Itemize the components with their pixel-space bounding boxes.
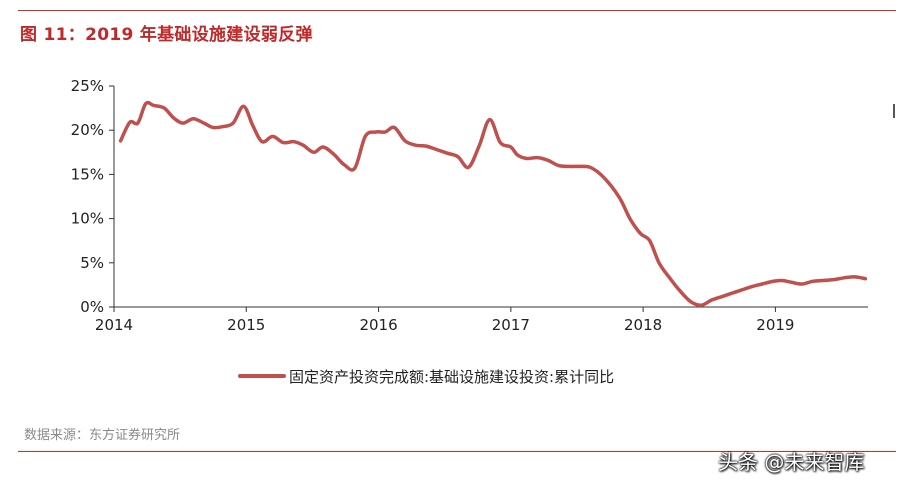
series-line [118, 100, 868, 307]
y-tick-label: 15% [71, 165, 104, 183]
edge-mark [893, 104, 895, 118]
y-tick-label: 0% [80, 298, 104, 316]
y-tick-label: 25% [71, 77, 104, 95]
legend-label: 固定资产投资完成额:基础设施建设投资:累计同比 [289, 368, 614, 386]
y-tick-label: 10% [71, 210, 104, 228]
watermark: 头条 @未来智库 [718, 450, 865, 474]
y-tick-label: 5% [80, 254, 104, 272]
source-note: 数据来源：东方证券研究所 [24, 428, 181, 443]
x-tick-label: 2017 [492, 316, 530, 334]
series-layer [118, 100, 868, 307]
figure-title: 图 11：2019 年基础设施建设弱反弹 [20, 25, 313, 45]
x-tick-label: 2019 [756, 316, 794, 334]
x-tick-label: 2016 [359, 316, 397, 334]
top-rule [18, 10, 896, 11]
x-axis: 2014 2015 2016 2017 2018 2019 [95, 306, 868, 334]
legend: 固定资产投资完成额:基础设施建设投资:累计同比 [238, 368, 614, 386]
x-tick-label: 2018 [624, 316, 662, 334]
y-axis: 0% 5% 10% 15% 20% 25% [71, 77, 115, 316]
bottom-rule [18, 451, 896, 452]
x-tick-label: 2014 [95, 316, 133, 334]
y-tick-label: 20% [71, 121, 104, 139]
x-tick-label: 2015 [227, 316, 265, 334]
